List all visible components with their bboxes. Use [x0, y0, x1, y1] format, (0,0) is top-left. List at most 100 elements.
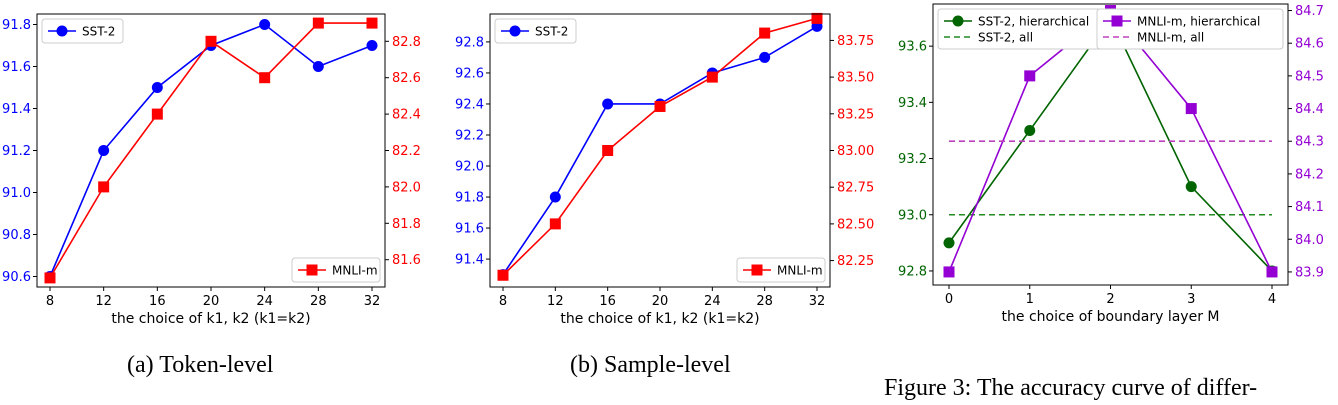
y-right-tick-label-2-2: 84.1 — [1295, 200, 1324, 215]
y-left-tick-label-1-3: 92.0 — [455, 160, 484, 175]
data-point-1-0-2 — [602, 98, 614, 110]
y-right-tick-label-0-6: 82.8 — [392, 35, 421, 50]
data-point-1-1-6 — [811, 12, 823, 24]
legend-label-2-0-1: SST-2, all — [978, 31, 1033, 45]
legend-box-2-1 — [1096, 8, 1284, 50]
legend-marker-0-1-0 — [306, 264, 318, 276]
x-tick-label-2-2: 2 — [1106, 292, 1114, 307]
y-left-tick-label-1-6: 92.6 — [455, 66, 484, 81]
x-tick-label-1-2: 16 — [599, 294, 616, 309]
legend-1-1: MNLI-m — [736, 257, 826, 283]
y-left-tick-label-2-0: 92.8 — [898, 264, 927, 279]
y-left-tick-label-1-0: 91.4 — [455, 253, 484, 268]
chart-1: 8 12 16 20 24 28 32 the choice of k1, k2 (k1=k2… — [455, 12, 874, 327]
y-right-tick-label-2-5: 84.4 — [1295, 102, 1324, 117]
x-tick-label-0-5: 28 — [310, 294, 327, 309]
y-left-tick-label-2-3: 93.4 — [898, 96, 927, 111]
caption-token-level: (a) Token-level — [127, 352, 274, 378]
y-right-tick-label-0-4: 82.4 — [392, 108, 421, 123]
x-tick-label-0-6: 32 — [364, 294, 381, 309]
data-point-0-1-3 — [205, 35, 217, 47]
legend-marker-1-0-0 — [509, 25, 521, 37]
legend-marker-1-1-0 — [751, 264, 763, 276]
legend-0-0: SST-2 — [41, 18, 124, 44]
y-left-tick-label-2-2: 93.2 — [898, 152, 927, 167]
data-point-0-0-5 — [312, 61, 324, 72]
data-point-0-1-6 — [366, 17, 378, 29]
data-point-1-1-5 — [759, 27, 771, 39]
legend-label-1-0-0: SST-2 — [535, 25, 568, 39]
legend-1-0: SST-2 — [494, 18, 577, 44]
data-point-1-1-3 — [654, 100, 666, 112]
data-point-0-0-4 — [259, 19, 271, 30]
x-axis-label-1: the choice of k1, k2 (k1=k2) — [560, 311, 759, 327]
data-point-2-2-1 — [1024, 70, 1036, 82]
y-right-tick-label-1-6: 83.75 — [837, 34, 874, 49]
y-left-tick-label-0-5: 91.6 — [2, 60, 31, 75]
caption-sample-level: (b) Sample-level — [570, 352, 731, 378]
y-right-tick-label-1-4: 83.25 — [837, 107, 874, 122]
y-left-tick-label-0-6: 91.8 — [2, 18, 31, 33]
x-tick-label-1-5: 28 — [756, 294, 773, 309]
legend-label-0-0-0: SST-2 — [82, 25, 115, 39]
y-left-tick-label-1-1: 91.6 — [455, 222, 484, 237]
data-point-0-0-6 — [366, 40, 378, 51]
legend-label-1-1-0: MNLI-m — [777, 264, 823, 278]
y-right-tick-label-0-2: 82.0 — [392, 180, 421, 195]
data-point-0-1-5 — [312, 17, 324, 29]
x-axis-label-2: the choice of boundary layer M — [1002, 309, 1220, 325]
y-right-tick-label-2-7: 84.6 — [1295, 37, 1324, 52]
y-left-tick-label-2-1: 93.0 — [898, 208, 927, 223]
data-point-1-1-1 — [549, 218, 561, 230]
y-left-tick-label-2-4: 93.6 — [898, 40, 927, 55]
series-line-2-0 — [948, 16, 1273, 272]
y-right-tick-label-2-3: 84.2 — [1295, 167, 1324, 182]
x-axis-label-0: the choice of k1, k2 (k1=k2) — [111, 311, 310, 327]
plot-frame-0 — [36, 13, 386, 288]
data-point-0-1-1 — [98, 181, 110, 193]
y-right-tick-label-0-3: 82.2 — [392, 144, 421, 159]
data-point-0-1-0 — [44, 272, 56, 284]
y-right-tick-label-2-8: 84.7 — [1295, 4, 1324, 19]
legend-marker-2-0-0 — [952, 15, 964, 27]
legend-0-1: MNLI-m — [291, 257, 381, 283]
legend-marker-0-0-0 — [56, 25, 68, 37]
chart-0: 8 12 16 20 24 28 32 the choice of k1, k2 (k1=k2… — [2, 13, 421, 327]
legend-box-0-0 — [41, 18, 124, 44]
x-tick-label-1-0: 8 — [499, 294, 507, 309]
series-line-1-0 — [502, 25, 818, 276]
y-right-tick-label-2-1: 84.0 — [1295, 233, 1324, 248]
y-right-tick-label-0-1: 81.8 — [392, 217, 421, 232]
data-point-2-2-0 — [943, 266, 955, 278]
legend-box-1-0 — [494, 18, 577, 44]
data-point-2-2-4 — [1266, 266, 1278, 278]
y-right-tick-label-0-5: 82.6 — [392, 71, 421, 86]
legend-box-1-1 — [736, 257, 826, 283]
data-point-0-1-4 — [259, 72, 271, 84]
data-point-1-1-0 — [497, 269, 509, 281]
x-tick-label-1-3: 20 — [652, 294, 669, 309]
x-tick-label-2-0: 0 — [945, 292, 953, 307]
y-right-tick-label-2-0: 83.9 — [1295, 265, 1324, 280]
x-tick-label-1-4: 24 — [704, 294, 721, 309]
y-right-tick-label-1-0: 82.25 — [837, 254, 874, 269]
x-tick-label-0-0: 8 — [46, 294, 54, 309]
y-left-tick-label-1-7: 92.8 — [455, 35, 484, 50]
legend-box-0-1 — [291, 257, 381, 283]
data-point-1-1-4 — [706, 71, 718, 83]
x-tick-label-2-1: 1 — [1026, 292, 1034, 307]
y-right-tick-label-2-4: 84.3 — [1295, 135, 1324, 150]
legend-label-2-1-1: MNLI-m, all — [1137, 31, 1204, 45]
data-point-0-0-2 — [151, 82, 163, 93]
caption-figure-3: Figure 3: The accuracy curve of differ- — [884, 375, 1258, 401]
data-point-2-2-3 — [1185, 103, 1197, 115]
data-point-1-1-2 — [602, 145, 614, 156]
y-left-tick-label-0-3: 91.2 — [2, 144, 31, 159]
y-right-tick-label-0-0: 81.6 — [392, 253, 421, 268]
y-left-tick-label-0-2: 91.0 — [2, 186, 31, 201]
y-right-tick-label-2-6: 84.5 — [1295, 69, 1324, 84]
data-point-2-0-3 — [1185, 181, 1197, 193]
y-left-tick-label-1-4: 92.2 — [455, 128, 484, 143]
x-tick-label-1-1: 12 — [547, 294, 564, 309]
